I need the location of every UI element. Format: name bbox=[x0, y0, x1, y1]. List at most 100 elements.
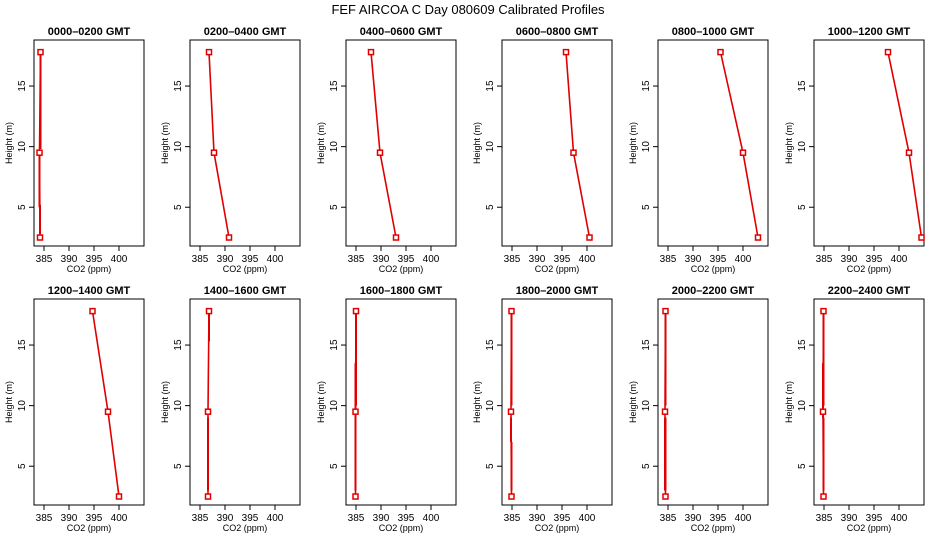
plot-frame bbox=[189, 39, 301, 247]
y-tick-label: 5 bbox=[641, 463, 652, 469]
y-tick-label: 5 bbox=[797, 204, 808, 210]
data-point bbox=[352, 493, 359, 500]
y-axis-label: Height (m) bbox=[316, 381, 326, 423]
profile-panel: 0600–0800 GMT 385 390 395 400 5 10 15 CO2 (ppm) H… bbox=[472, 26, 613, 274]
y-tick-label: 10 bbox=[641, 141, 652, 153]
panel-title: 0400–0600 GMT bbox=[360, 26, 443, 38]
y-tick-label: 15 bbox=[797, 339, 808, 351]
data-point bbox=[820, 307, 827, 315]
x-tick-label: 385 bbox=[348, 254, 365, 265]
x-tick-label: 385 bbox=[816, 254, 833, 265]
y-tick-label: 5 bbox=[485, 204, 496, 210]
x-axis-label: CO2 (ppm) bbox=[535, 523, 580, 533]
x-axis-label: CO2 (ppm) bbox=[223, 264, 268, 274]
y-tick-label: 15 bbox=[173, 80, 184, 92]
x-axis-label: CO2 (ppm) bbox=[691, 523, 736, 533]
y-tick-label: 5 bbox=[329, 204, 340, 210]
y-axis-label: Height (m) bbox=[316, 122, 326, 164]
panel-title: 1200–1400 GMT bbox=[48, 285, 131, 297]
x-tick-label: 385 bbox=[660, 513, 677, 524]
panel-title: 2200–2400 GMT bbox=[828, 285, 911, 297]
plot-frame bbox=[657, 39, 769, 247]
profile-line bbox=[370, 52, 397, 238]
x-tick-label: 390 bbox=[373, 513, 390, 524]
data-point bbox=[89, 307, 96, 315]
y-tick-label: 15 bbox=[485, 339, 496, 351]
x-tick-label: 400 bbox=[267, 513, 284, 524]
y-axis-label: Height (m) bbox=[4, 381, 14, 423]
x-tick-label: 395 bbox=[554, 513, 571, 524]
x-tick-label: 390 bbox=[217, 254, 234, 265]
profile-panel: 0200–0400 GMT 385 390 395 400 5 10 15 CO2 (ppm) H… bbox=[160, 26, 301, 274]
x-tick-label: 395 bbox=[86, 254, 103, 265]
y-tick-label: 5 bbox=[641, 204, 652, 210]
data-point bbox=[115, 493, 123, 500]
data-point bbox=[104, 408, 112, 415]
data-point bbox=[662, 307, 669, 315]
y-tick-label: 5 bbox=[329, 463, 340, 469]
data-point bbox=[661, 408, 669, 415]
data-point bbox=[820, 493, 827, 500]
plot-frame bbox=[33, 298, 145, 506]
x-axis-label: CO2 (ppm) bbox=[847, 523, 892, 533]
panel-title: 2000–2200 GMT bbox=[672, 285, 755, 297]
main-title: FEF AIRCOA C Day 080609 Calibrated Profi… bbox=[331, 2, 605, 17]
x-tick-label: 385 bbox=[348, 513, 365, 524]
y-axis-label: Height (m) bbox=[160, 381, 170, 423]
data-point bbox=[352, 408, 359, 415]
x-tick-label: 400 bbox=[423, 254, 440, 265]
data-point bbox=[36, 234, 44, 241]
y-tick-label: 5 bbox=[17, 463, 28, 469]
x-tick-label: 390 bbox=[685, 254, 702, 265]
y-tick-label: 10 bbox=[797, 400, 808, 412]
data-point bbox=[352, 307, 360, 315]
panel-title: 0200–0400 GMT bbox=[204, 26, 287, 38]
plot-frame bbox=[345, 298, 457, 506]
profile-panel: 0000–0200 GMT 385 390 395 400 5 10 15 CO2 (ppm) H… bbox=[4, 26, 145, 274]
plot-frame bbox=[189, 298, 301, 506]
x-tick-label: 390 bbox=[373, 254, 390, 265]
x-axis-label: CO2 (ppm) bbox=[223, 523, 268, 533]
y-axis-label: Height (m) bbox=[472, 122, 482, 164]
profile-line bbox=[208, 52, 230, 238]
y-tick-label: 10 bbox=[173, 141, 184, 153]
y-axis-label: Height (m) bbox=[160, 122, 170, 164]
profile-panel: 2200–2400 GMT 385 390 395 400 5 10 15 CO2 (ppm) H… bbox=[784, 285, 925, 533]
x-tick-label: 400 bbox=[735, 513, 752, 524]
x-tick-label: 385 bbox=[660, 254, 677, 265]
profile-panel: 1400–1600 GMT 385 390 395 400 5 10 15 CO2 (ppm) H… bbox=[160, 285, 301, 533]
x-tick-label: 400 bbox=[891, 254, 908, 265]
profile-line bbox=[719, 51, 759, 238]
data-point bbox=[204, 408, 212, 415]
data-point bbox=[570, 149, 577, 156]
profile-line bbox=[354, 311, 357, 497]
x-axis-label: CO2 (ppm) bbox=[67, 264, 112, 274]
x-tick-label: 400 bbox=[423, 513, 440, 524]
data-point bbox=[392, 234, 400, 241]
data-point bbox=[918, 234, 925, 241]
panel-title: 1000–1200 GMT bbox=[828, 26, 911, 38]
y-tick-label: 5 bbox=[485, 463, 496, 469]
data-point bbox=[210, 149, 218, 156]
y-tick-label: 15 bbox=[329, 339, 340, 351]
x-tick-label: 390 bbox=[841, 254, 858, 265]
x-tick-label: 400 bbox=[735, 254, 752, 265]
y-tick-label: 15 bbox=[641, 339, 652, 351]
data-point bbox=[562, 48, 570, 56]
data-point bbox=[225, 234, 233, 241]
y-tick-label: 10 bbox=[485, 400, 496, 412]
data-point bbox=[508, 307, 515, 315]
data-point bbox=[662, 493, 669, 500]
y-axis-label: Height (m) bbox=[628, 381, 638, 423]
x-axis-label: CO2 (ppm) bbox=[379, 264, 424, 274]
x-tick-label: 385 bbox=[192, 254, 209, 265]
x-tick-label: 390 bbox=[217, 513, 234, 524]
x-axis-label: CO2 (ppm) bbox=[67, 523, 112, 533]
plot-frame bbox=[345, 39, 457, 247]
panel-title: 1600–1800 GMT bbox=[360, 285, 443, 297]
profile-line bbox=[38, 52, 42, 238]
x-tick-label: 395 bbox=[710, 513, 727, 524]
y-tick-label: 5 bbox=[17, 204, 28, 210]
data-point bbox=[367, 48, 375, 56]
